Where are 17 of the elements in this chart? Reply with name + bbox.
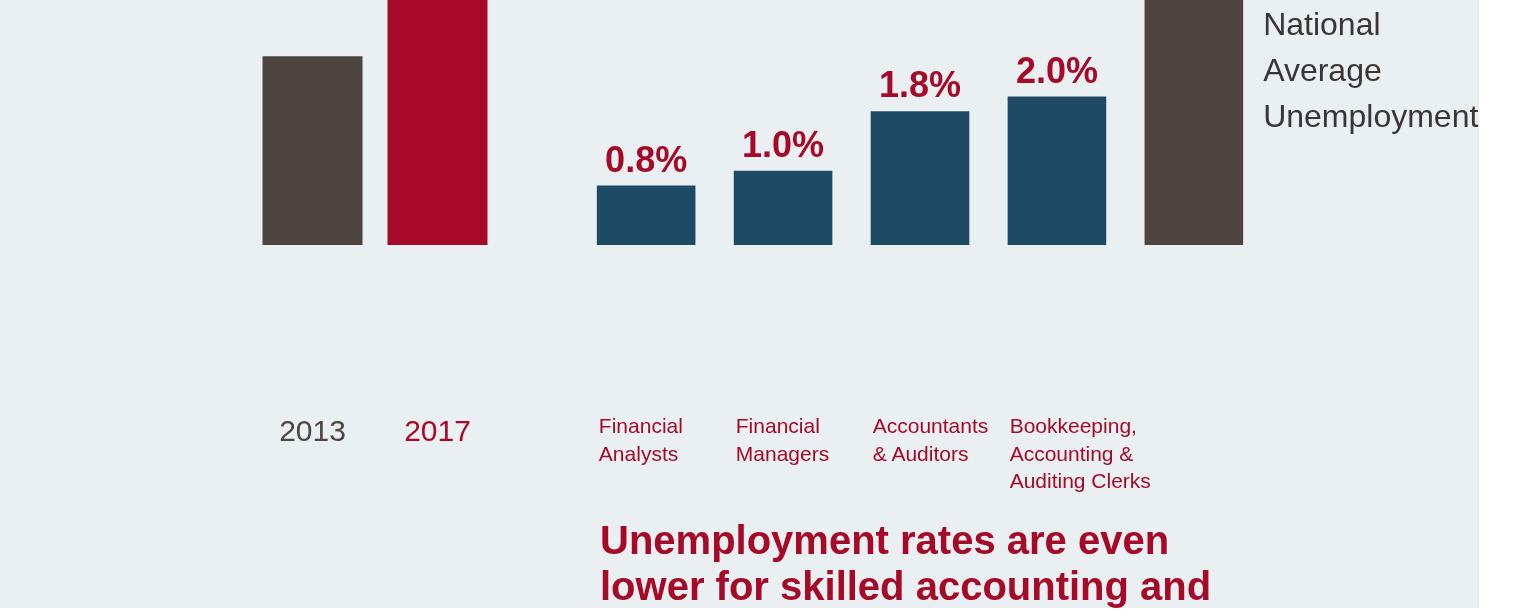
bar xyxy=(1144,0,1244,245)
data-label: 1.8% xyxy=(878,64,962,106)
x-tick-label: Bookkeeping, Accounting & Auditing Clerks xyxy=(1009,414,1151,493)
bar xyxy=(1007,96,1107,245)
x-tick-label: 2017 xyxy=(404,414,471,447)
bar xyxy=(733,170,833,245)
text: Unemployment rates are even lower for skilled accounting and xyxy=(600,518,1212,608)
bar xyxy=(596,185,696,245)
x-tick-label: Financial Managers xyxy=(735,414,830,465)
data-label: 0.8% xyxy=(605,138,688,180)
x-tick-label: 2013 xyxy=(279,414,346,447)
x-tick-label: Accountants & Auditors xyxy=(872,414,989,465)
series-label: National Average Unemployment xyxy=(1263,6,1479,134)
bar xyxy=(870,111,970,245)
x-tick-label: Financial Analysts xyxy=(598,414,683,465)
data-label: 1.0% xyxy=(742,123,825,165)
data-label: 2.0% xyxy=(1015,49,1098,91)
